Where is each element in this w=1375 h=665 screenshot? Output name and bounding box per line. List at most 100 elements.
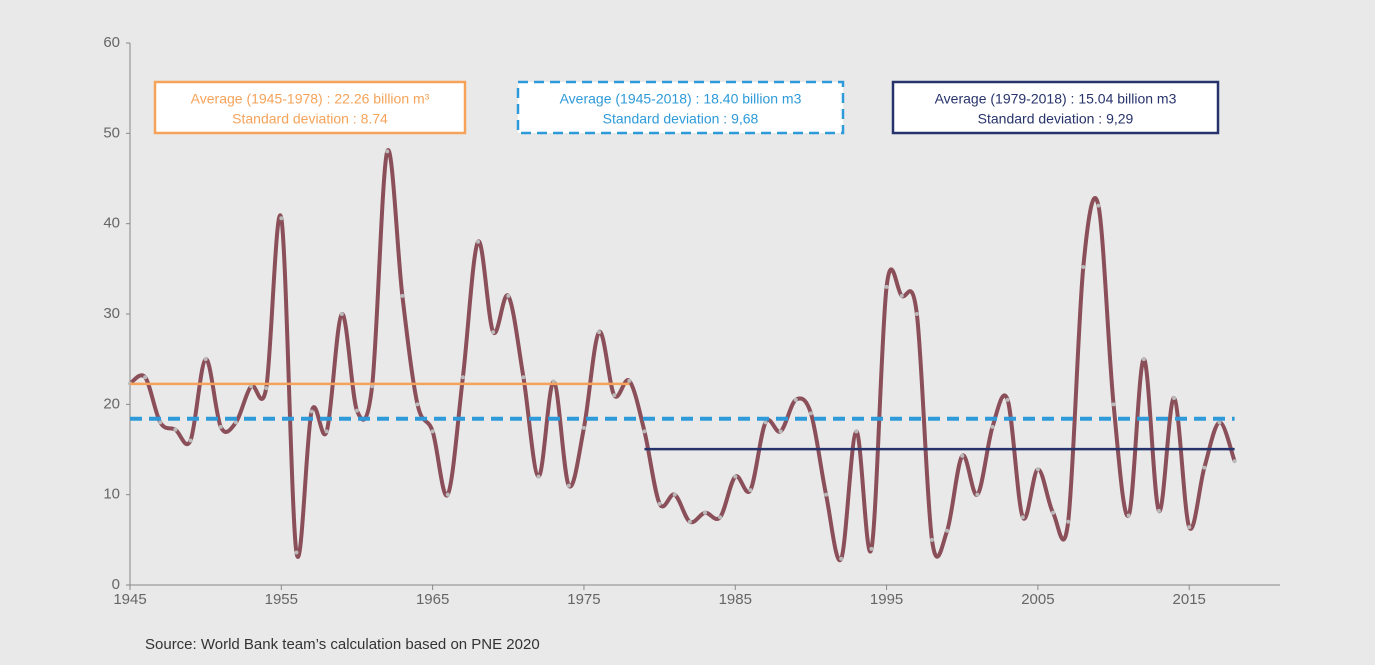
y-tick-label: 60 [103,34,120,51]
data-point [385,149,390,154]
data-point [294,550,299,555]
data-point [1111,402,1116,407]
data-point [1172,396,1177,401]
data-point [491,330,496,335]
x-tick-label: 1975 [567,591,600,608]
data-point [1187,525,1192,530]
data-point [672,492,677,497]
source-note: Source: World Bank team’s calculation ba… [145,636,540,653]
data-point [1202,465,1207,470]
data-point [960,453,965,458]
data-point [914,312,919,316]
data-point [975,492,980,497]
box-sublabel: Standard deviation : 8.74 [232,111,388,127]
data-point [597,330,602,335]
data-point [400,293,405,298]
x-tick-label: 1945 [113,591,146,608]
data-point [763,420,768,425]
data-point [354,408,359,413]
data-point [945,528,950,533]
data-point [415,402,420,407]
x-tick-label: 2005 [1021,591,1054,608]
data-point [203,357,208,362]
box-label: Average (1979-2018) : 15.04 billion m3 [935,91,1177,107]
data-point [566,483,571,488]
data-point [506,293,511,298]
x-tick-label: 1985 [719,591,752,608]
data-line [128,148,1237,563]
box-label: Average (1945-2018) : 18.40 billion m3 [560,91,802,107]
y-tick-label: 10 [103,486,120,503]
data-point [1035,467,1040,472]
data-point [1156,508,1161,513]
data-point [264,386,269,391]
box-sublabel: Standard deviation : 9,29 [978,111,1134,127]
data-point [1005,397,1010,402]
data-point [627,378,632,383]
data-point [854,429,859,434]
data-point [990,424,995,429]
data-point [778,429,783,434]
data-point [445,492,450,497]
data-point [279,216,284,221]
data-point [1141,357,1146,362]
y-tick-label: 20 [103,395,120,412]
data-point [1051,510,1056,515]
data-point [430,429,435,434]
average-box: Average (1979-2018) : 15.04 billion m3 St… [891,80,1220,135]
average-box: Average (1945-2018) : 18.40 billion m3 St… [516,80,845,135]
data-point [143,375,148,380]
data-point [339,312,344,316]
data-point [173,427,178,432]
data-point [521,375,526,380]
data-point [536,474,541,479]
data-point [233,420,238,425]
y-tick-label: 50 [103,124,120,141]
data-point [884,284,889,289]
data-point [733,474,738,479]
data-point [158,420,163,425]
data-point [370,384,375,389]
data-point [808,411,813,416]
data-point [1096,203,1101,208]
data-point [1126,513,1131,518]
data-point [581,425,586,430]
data-point [748,488,753,493]
box-label: Average (1945-1978) : 22.26 billion m³ [191,91,430,107]
data-point [249,384,254,389]
box-frame [516,80,845,135]
data-point [324,429,329,434]
data-point [657,501,662,506]
data-point [1066,519,1071,524]
box-frame [153,80,467,135]
data-point [1081,265,1086,270]
x-tick-label: 1965 [416,591,449,608]
data-point [687,519,692,524]
data-point [929,537,934,542]
data-point [1020,515,1025,520]
data-point [718,515,723,520]
data-point [869,546,874,551]
data-point [309,409,314,414]
data-point [188,438,193,443]
x-tick-label: 2015 [1173,591,1206,608]
data-point [793,397,798,402]
data-point [703,510,707,515]
data-point [899,293,904,298]
average-box: Average (1945-1978) : 22.26 billion m³ St… [153,80,467,135]
data-point [824,492,829,497]
data-point [612,393,617,398]
data-point [460,375,465,380]
x-tick-label: 1955 [265,591,298,608]
y-tick-label: 30 [103,305,120,322]
data-point [1217,420,1222,425]
y-tick-label: 40 [103,215,120,232]
x-tick-label: 1995 [870,591,903,608]
y-tick-label: 0 [112,576,120,593]
data-point [218,424,223,429]
box-frame [891,80,1220,135]
data-point [642,429,647,434]
data-point [1232,459,1237,464]
data-point [839,556,844,561]
